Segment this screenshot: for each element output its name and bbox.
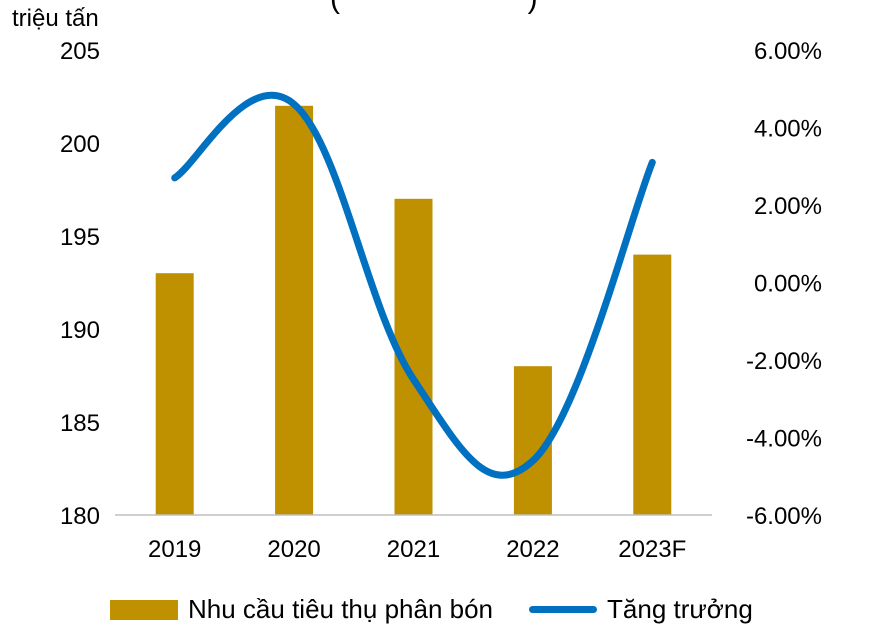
- bar-2019: [155, 273, 194, 515]
- growth-line: [171, 92, 656, 479]
- y-left-tick-label: 195: [60, 224, 100, 251]
- x-tick-label: 2021: [387, 536, 440, 563]
- legend-line-swatch: [529, 606, 598, 613]
- legend: Nhu cầu tiêu thụ phân bón Tăng trưởng: [110, 594, 753, 625]
- legend-bar-swatch: [110, 599, 178, 620]
- y-left-tick-label: 200: [60, 131, 100, 158]
- y-left-unit-label: triệu tấn: [12, 5, 99, 32]
- y-right-tick-label: 4.00%: [754, 116, 822, 143]
- title-fragment: ( ): [330, 0, 546, 16]
- y-left-tick-label: 190: [60, 317, 100, 344]
- y-right-tick-label: 6.00%: [754, 38, 822, 65]
- x-tick-label: 2023F: [618, 536, 686, 563]
- legend-line-label: Tăng trưởng: [607, 594, 753, 624]
- x-tick-label: 2022: [506, 536, 559, 563]
- bar-2020: [275, 105, 314, 516]
- legend-bar-label: Nhu cầu tiêu thụ phân bón: [188, 594, 494, 624]
- x-tick-label: 2020: [267, 536, 320, 563]
- y-right-tick-label: 2.00%: [754, 193, 822, 220]
- y-right-tick-label: -2.00%: [746, 348, 822, 375]
- y-left-tick-label: 180: [60, 503, 100, 530]
- x-tick-label: 2019: [148, 536, 201, 563]
- y-left-tick-label: 205: [60, 38, 100, 65]
- y-right-tick-label: -6.00%: [746, 503, 822, 530]
- bar-2023F: [633, 254, 672, 515]
- y-right-tick-label: -4.00%: [746, 426, 822, 453]
- y-left-tick-label: 185: [60, 410, 100, 437]
- y-right-tick-label: 0.00%: [754, 271, 822, 298]
